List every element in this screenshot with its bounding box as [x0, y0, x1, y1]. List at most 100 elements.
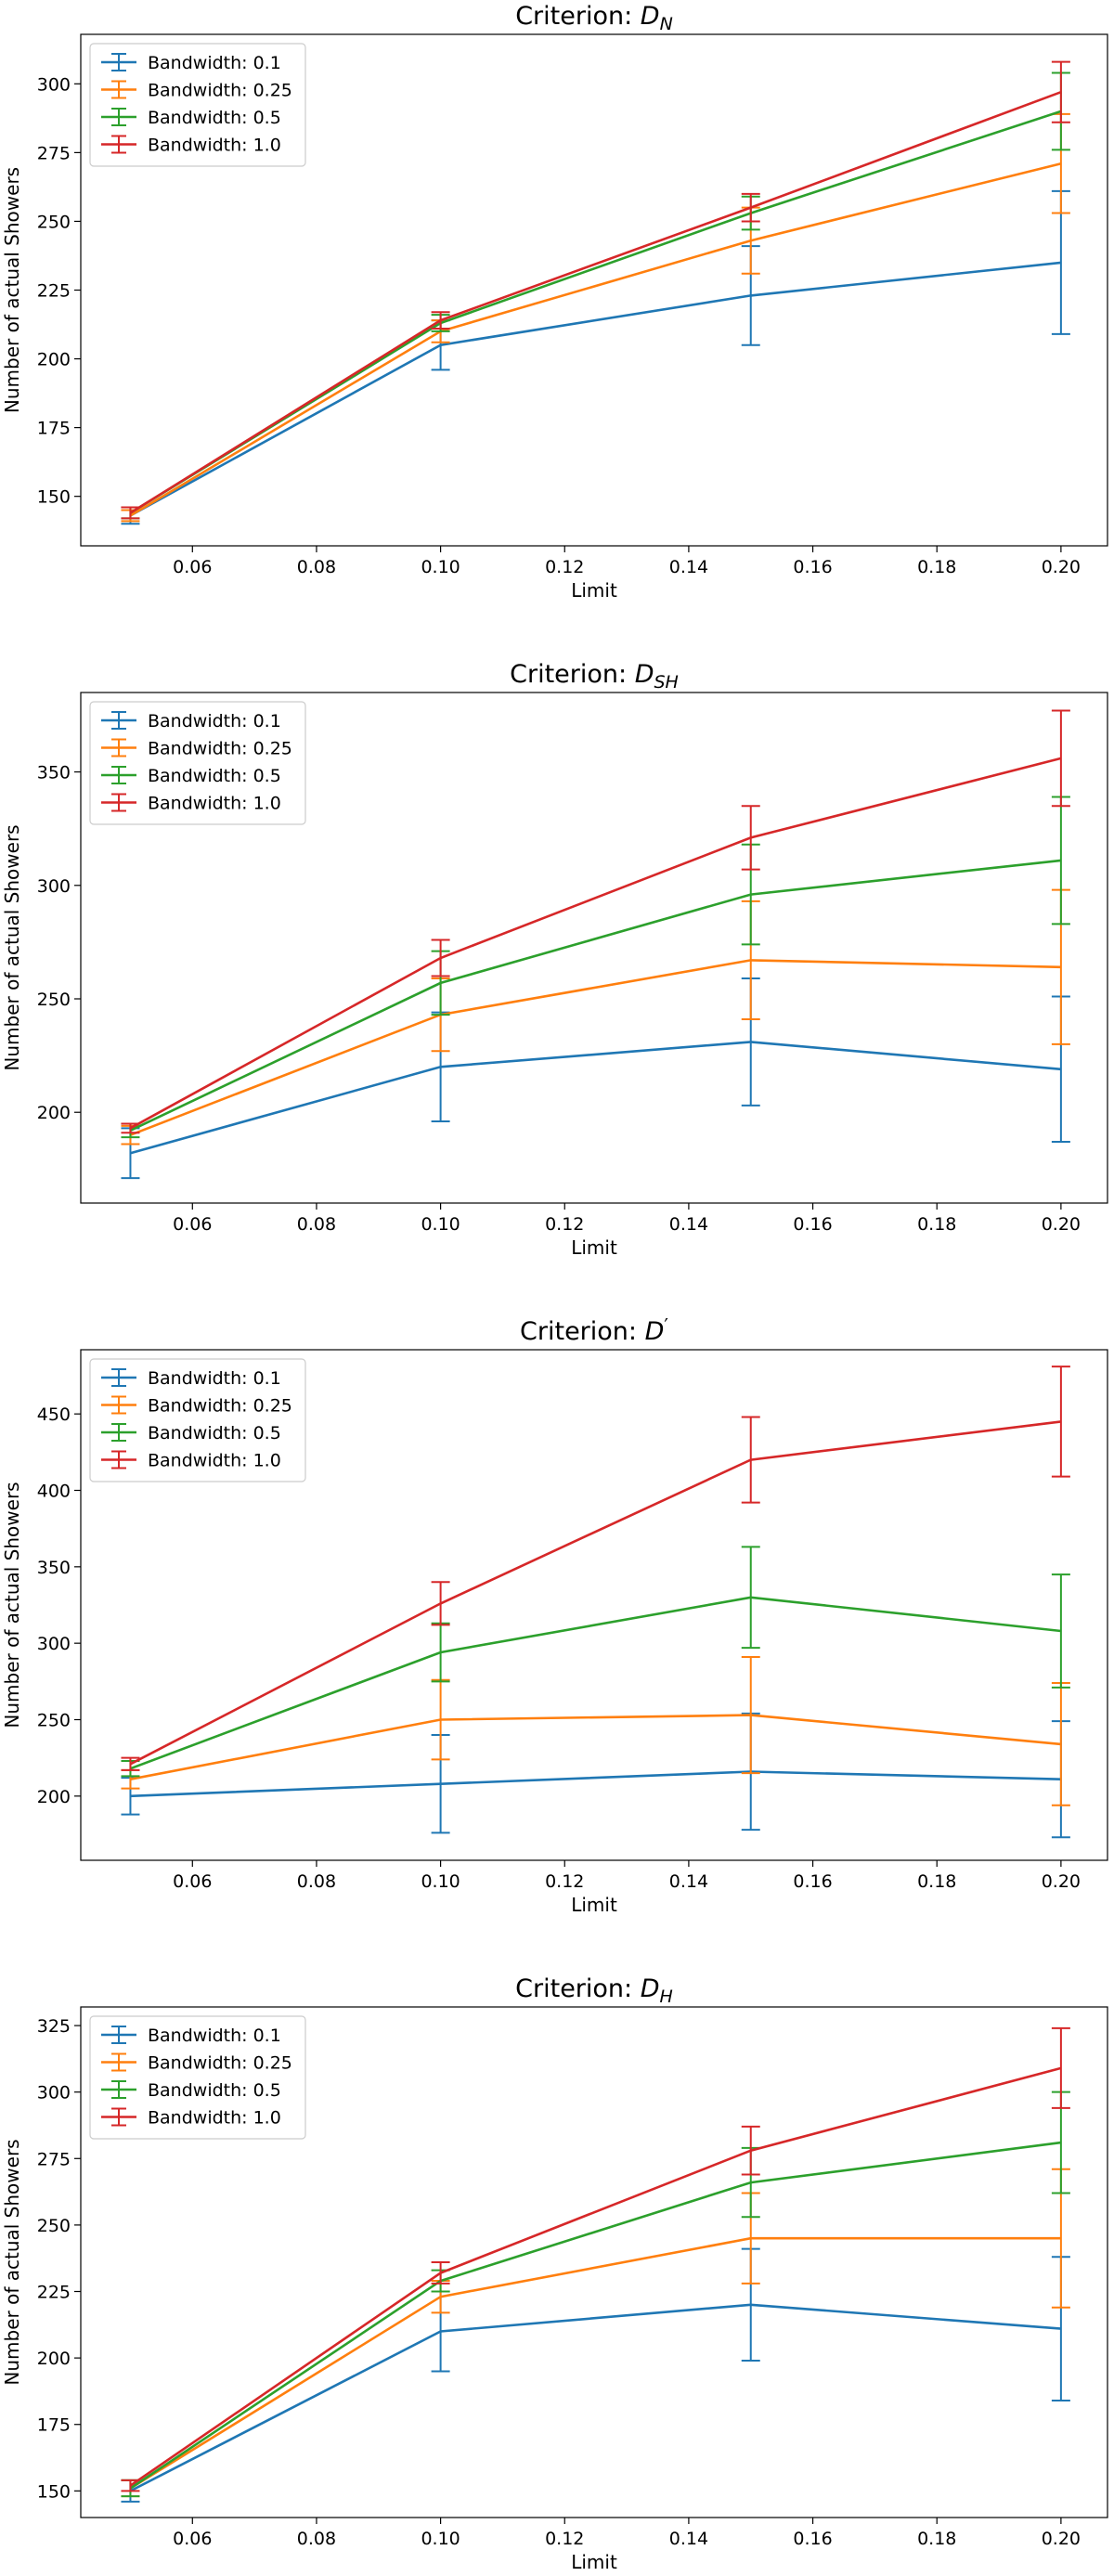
y-tick-label: 200	[37, 1787, 71, 1807]
y-tick-label: 200	[37, 350, 71, 370]
series-line	[129, 757, 1062, 1130]
error-bar	[1051, 1366, 1070, 1478]
series-1	[121, 2247, 1070, 2503]
y-tick-label: 450	[37, 1405, 71, 1425]
series-1	[121, 189, 1070, 525]
x-tick-label: 0.06	[173, 2529, 212, 2549]
series-line	[129, 110, 1062, 514]
legend-label: Bandwidth: 1.0	[148, 1451, 281, 1471]
legend-item: Bandwidth: 0.1	[101, 53, 281, 73]
x-tick-label: 0.10	[421, 1214, 460, 1235]
series-1	[121, 977, 1070, 1180]
error-bar	[741, 192, 760, 223]
x-tick-label: 0.18	[917, 2529, 956, 2549]
x-axis-label: Limit	[571, 2551, 617, 2573]
series-line	[129, 2066, 1062, 2487]
error-bar	[1051, 709, 1070, 808]
x-tick-label: 0.16	[793, 1871, 832, 1892]
error-bar	[431, 2261, 450, 2285]
legend-label: Bandwidth: 0.1	[148, 711, 281, 731]
legend-label: Bandwidth: 0.1	[148, 2026, 281, 2046]
y-tick-label: 250	[37, 2216, 71, 2236]
x-tick-label: 0.16	[793, 557, 832, 577]
y-tick-label: 350	[37, 1558, 71, 1578]
y-axis-label: Number of actual Showers	[1, 1482, 23, 1728]
series-line	[129, 261, 1062, 517]
legend-item: Bandwidth: 0.5	[101, 2080, 281, 2101]
x-tick-label: 0.10	[421, 557, 460, 577]
x-tick-label: 0.18	[917, 557, 956, 577]
x-tick-label: 0.12	[545, 2529, 584, 2549]
chart-2: 0.06 0.08 0.10 0.12 0.14 0.16 0.18 0.20 200 250 30…	[1, 660, 1108, 1259]
series-4	[121, 60, 1070, 520]
y-tick-label: 250	[37, 990, 71, 1010]
legend-label: Bandwidth: 0.25	[148, 2053, 292, 2074]
legend-item: Bandwidth: 0.5	[101, 108, 281, 128]
x-tick-label: 0.12	[545, 1214, 584, 1235]
error-bar	[121, 1756, 140, 1771]
series-line	[130, 1770, 1061, 1798]
legend-item: Bandwidth: 0.25	[101, 738, 292, 759]
error-bar	[431, 938, 450, 977]
title-prefix: Criterion:	[515, 2, 641, 31]
y-axis-label: Number of actual Showers	[1, 824, 23, 1070]
legend-label: Bandwidth: 1.0	[148, 2108, 281, 2129]
chart-1: 0.06 0.08 0.10 0.12 0.14 0.16 0.18 0.20 150 175 20…	[1, 2, 1108, 602]
series-4	[121, 2026, 1070, 2492]
title-prefix: Criterion:	[515, 1974, 641, 2003]
y-tick-label: 325	[37, 2016, 71, 2037]
legend-box	[89, 2015, 306, 2140]
series-line	[129, 162, 1062, 517]
x-tick-label: 0.14	[669, 1871, 708, 1892]
title-symbol: D	[645, 1317, 665, 1346]
title-prefix: Criterion:	[520, 1317, 645, 1346]
legend-item: Bandwidth: 0.1	[101, 711, 281, 731]
error-bar	[1051, 1573, 1070, 1689]
series-line	[130, 1041, 1062, 1155]
title-prime: ′	[664, 1314, 668, 1337]
legend-item: Bandwidth: 0.25	[101, 2052, 292, 2074]
y-tick-label: 275	[37, 2149, 71, 2169]
legend-box	[89, 1358, 306, 1482]
legend-item: Bandwidth: 1.0	[101, 1450, 281, 1471]
plot-frame	[80, 2006, 1108, 2518]
title-subscript: N	[660, 14, 673, 34]
y-tick-label: 150	[37, 2481, 71, 2502]
plot-frame	[80, 692, 1108, 1204]
legend-item: Bandwidth: 0.1	[101, 2026, 281, 2046]
series-line	[129, 859, 1062, 1132]
error-bar	[741, 1655, 760, 1775]
y-tick-label: 400	[37, 1481, 71, 1501]
legend-box	[89, 43, 306, 167]
legend-label: Bandwidth: 0.5	[148, 766, 281, 786]
legend-label: Bandwidth: 0.25	[148, 739, 292, 759]
series-2	[121, 2168, 1070, 2498]
error-bar	[1051, 2026, 1070, 2109]
chart-3: 0.06 0.08 0.10 0.12 0.14 0.16 0.18 0.20 200 250 30…	[1, 1314, 1108, 1916]
series-line	[129, 1420, 1062, 1766]
legend-label: Bandwidth: 0.1	[148, 53, 281, 73]
x-tick-label: 0.10	[421, 2529, 460, 2549]
y-tick-label: 300	[37, 2083, 71, 2104]
x-tick-label: 0.06	[173, 1214, 212, 1235]
legend-item: Bandwidth: 1.0	[101, 135, 281, 156]
legend-item: Bandwidth: 0.5	[101, 766, 281, 786]
x-axis-label: Limit	[571, 579, 617, 602]
series-line	[129, 2141, 1062, 2490]
error-bar	[121, 506, 140, 520]
x-tick-label: 0.08	[297, 557, 336, 577]
title-symbol: D	[641, 2, 660, 31]
x-tick-label: 0.16	[793, 1214, 832, 1235]
x-tick-label: 0.10	[421, 1871, 460, 1892]
series-3	[121, 1546, 1070, 1778]
legend: Bandwidth: 0.1 Bandwidth: 0.25 Bandwidth: …	[89, 2015, 306, 2140]
chart-title: Criterion: DH	[515, 1974, 673, 2007]
legend-item: Bandwidth: 0.5	[101, 1423, 281, 1443]
series-2	[121, 1655, 1070, 1806]
series-4	[121, 709, 1070, 1134]
legend: Bandwidth: 0.1 Bandwidth: 0.25 Bandwidth: …	[89, 43, 306, 167]
legend-box	[89, 701, 306, 825]
x-tick-label: 0.18	[917, 1871, 956, 1892]
x-tick-label: 0.20	[1042, 1214, 1081, 1235]
